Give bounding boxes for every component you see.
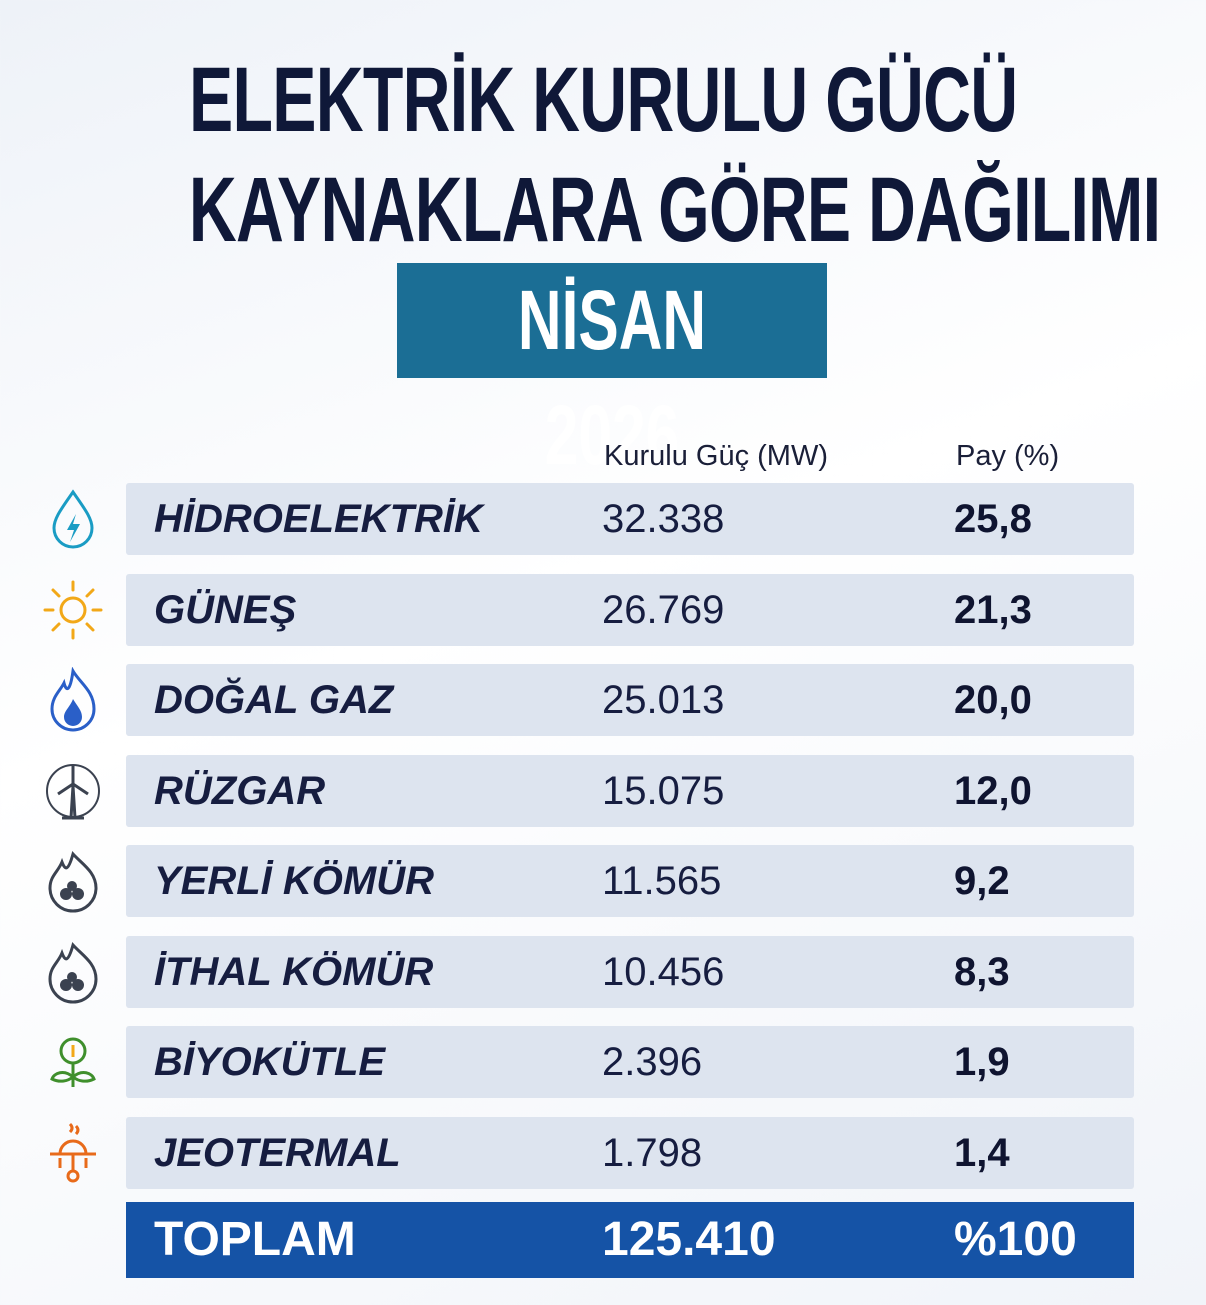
row-icon	[40, 486, 106, 552]
total-share: %100	[954, 1213, 1077, 1266]
column-header: Kurulu Güç (MW)	[604, 440, 828, 472]
source-name: HİDROELEKTRİK	[154, 497, 483, 541]
title-line: KAYNAKLARA GÖRE DAĞILIMI	[0, 160, 1206, 260]
source-name: DOĞAL GAZ	[154, 678, 394, 722]
capacity-value: 32.338	[602, 497, 725, 541]
share-value: 12,0	[954, 768, 1032, 813]
table-row: RÜZGAR 15.075 12,0	[126, 754, 1134, 827]
share-value: 25,8	[954, 497, 1032, 541]
capacity-value: 10.456	[602, 949, 725, 994]
share-value: 9,2	[954, 859, 1010, 903]
period-box: NİSAN 2026	[397, 263, 827, 482]
capacity-value: 11.565	[602, 859, 722, 903]
icon-graphic	[43, 580, 103, 639]
share-value: 8,3	[954, 949, 1010, 994]
source-name: İTHAL KÖMÜR	[154, 949, 434, 994]
icon-graphic	[46, 763, 100, 819]
source-name: JEOTERMAL	[154, 1130, 401, 1175]
title-text: KAYNAKLARA GÖRE DAĞILIMI	[188, 159, 1161, 261]
icon-graphic	[52, 489, 94, 549]
table-row: İTHAL KÖMÜR 10.456 8,3	[126, 935, 1134, 1008]
share-value: 1,4	[954, 1130, 1010, 1175]
total-capacity: 125.410	[602, 1213, 776, 1266]
icon-graphic	[48, 850, 98, 913]
row-icon	[40, 1120, 106, 1186]
title-line: ELEKTRİK KURULU GÜCÜ	[0, 50, 1206, 150]
total-row: TOPLAM 125.410 %100	[126, 1202, 1134, 1278]
title-text: ELEKTRİK KURULU GÜCÜ	[188, 49, 1018, 151]
row-icon	[40, 758, 106, 824]
share-value: 21,3	[954, 587, 1032, 632]
capacity-value: 1.798	[602, 1130, 703, 1175]
source-name: YERLİ KÖMÜR	[154, 859, 434, 903]
icon-graphic	[48, 941, 98, 1003]
icon-graphic	[50, 1037, 96, 1087]
table-row: GÜNEŞ 26.769 21,3	[126, 573, 1134, 646]
period-text: NİSAN 2026	[517, 273, 707, 482]
icon-graphic	[50, 1122, 96, 1182]
table-row: DOĞAL GAZ 25.013 20,0	[126, 664, 1134, 736]
share-value: 1,9	[954, 1040, 1010, 1084]
table-row: HİDROELEKTRİK 32.338 25,8	[126, 483, 1134, 555]
capacity-value: 26.769	[602, 587, 725, 632]
capacity-value: 15.075	[602, 768, 725, 813]
icon-graphic	[50, 666, 96, 732]
capacity-value: 25.013	[602, 678, 725, 722]
table-row: YERLİ KÖMÜR 11.565 9,2	[126, 845, 1134, 917]
row-icon	[40, 848, 106, 914]
table-row: JEOTERMAL 1.798 1,4	[126, 1116, 1134, 1189]
row-icon	[40, 577, 106, 643]
total-label: TOPLAM	[154, 1213, 356, 1266]
capacity-value: 2.396	[602, 1040, 703, 1084]
source-name: BİYOKÜTLE	[154, 1040, 386, 1084]
row-icon	[40, 1029, 106, 1095]
column-header: Pay (%)	[956, 440, 1060, 472]
row-icon	[40, 939, 106, 1005]
row-icon	[40, 666, 106, 733]
table-row: BİYOKÜTLE 2.396 1,9	[126, 1026, 1134, 1098]
source-name: GÜNEŞ	[154, 587, 297, 632]
share-value: 20,0	[954, 678, 1032, 722]
source-name: RÜZGAR	[154, 768, 326, 813]
